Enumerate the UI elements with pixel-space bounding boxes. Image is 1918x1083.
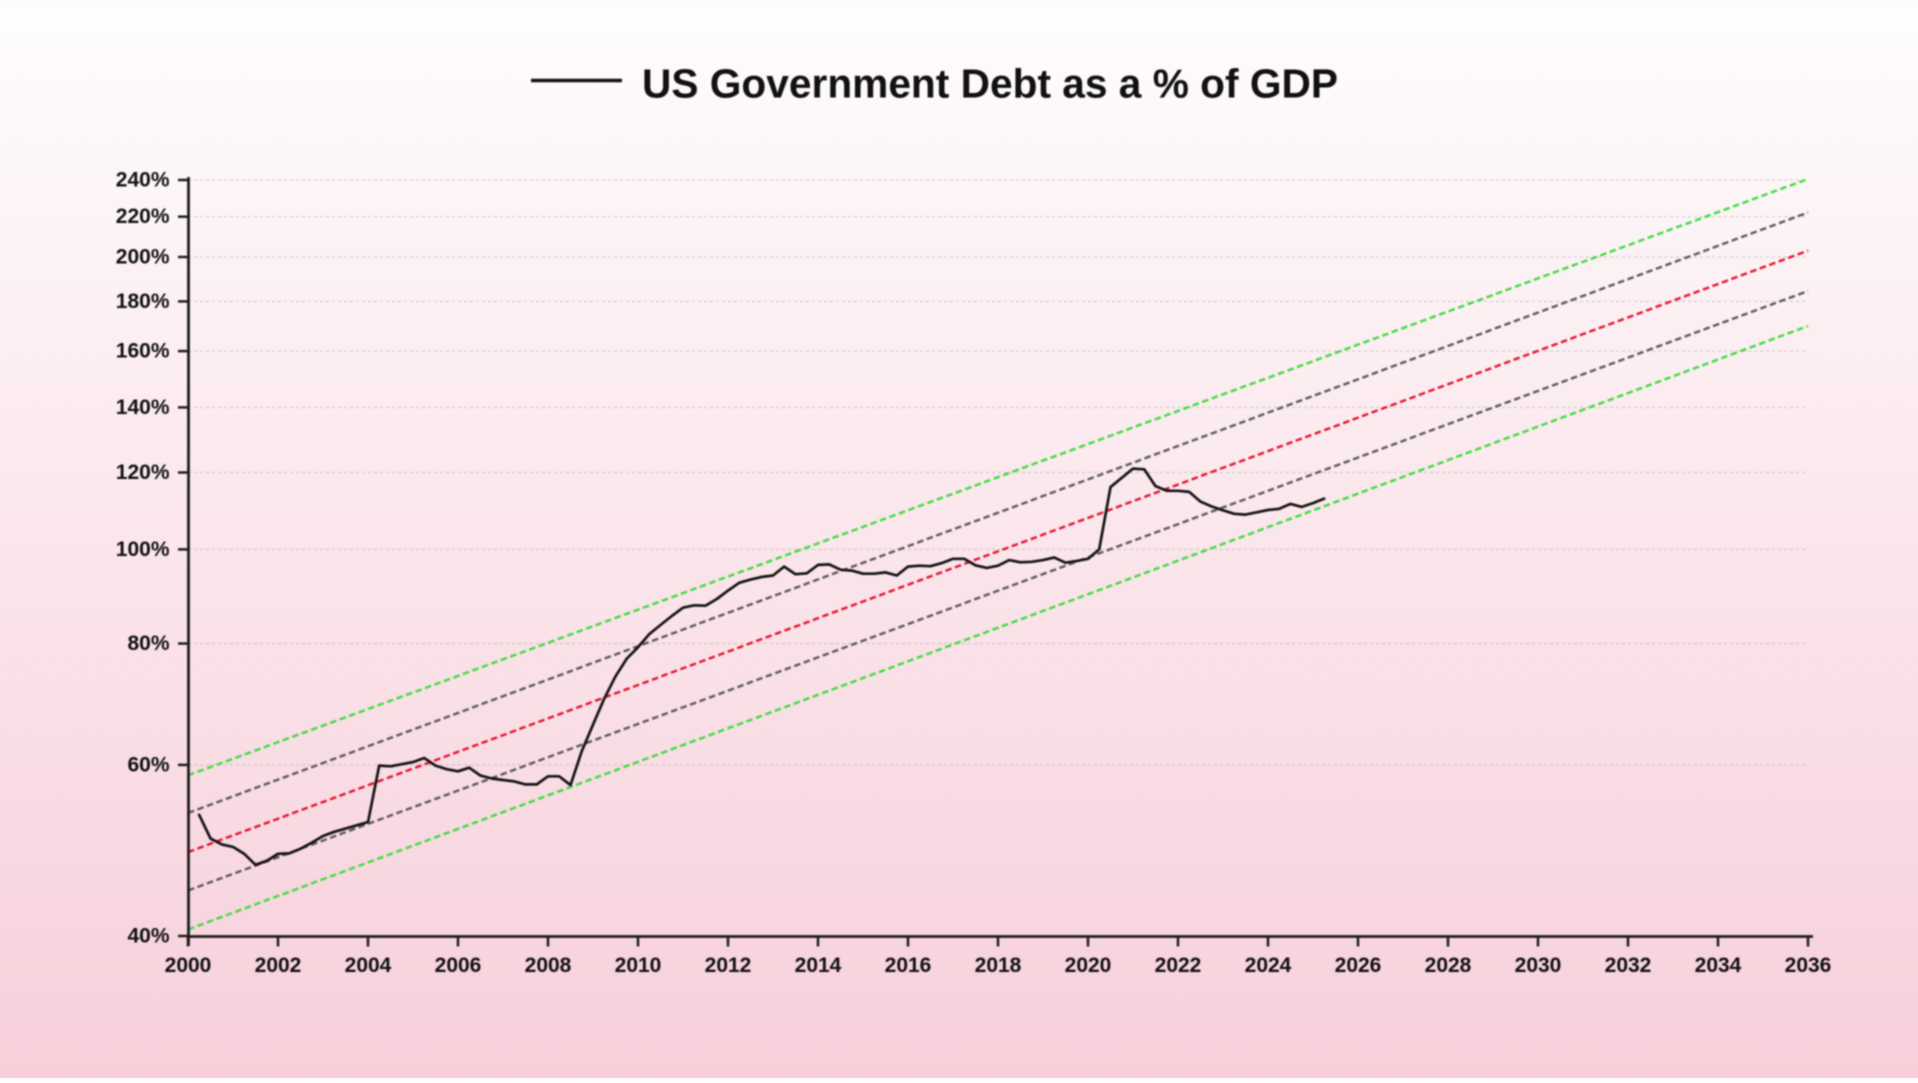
svg-text:2036: 2036 (1785, 954, 1832, 977)
svg-text:2030: 2030 (1515, 954, 1562, 977)
svg-text:120%: 120% (116, 461, 170, 484)
svg-text:2032: 2032 (1605, 954, 1652, 977)
svg-text:US Government Debt as a % of G: US Government Debt as a % of GDP (642, 61, 1338, 107)
svg-text:100%: 100% (116, 538, 170, 561)
svg-text:2014: 2014 (795, 954, 842, 977)
svg-text:2020: 2020 (1065, 954, 1112, 977)
svg-text:2016: 2016 (885, 954, 932, 977)
svg-text:2002: 2002 (255, 954, 302, 977)
svg-text:40%: 40% (127, 925, 169, 948)
svg-text:2000: 2000 (165, 954, 212, 977)
svg-text:2004: 2004 (345, 954, 392, 977)
svg-text:2012: 2012 (705, 954, 752, 977)
svg-text:200%: 200% (116, 246, 170, 269)
svg-text:2018: 2018 (975, 954, 1022, 977)
svg-text:140%: 140% (116, 396, 170, 419)
svg-text:180%: 180% (116, 290, 170, 313)
svg-text:2008: 2008 (525, 954, 572, 977)
svg-text:220%: 220% (116, 205, 170, 228)
svg-text:2028: 2028 (1425, 954, 1472, 977)
svg-text:2010: 2010 (615, 954, 662, 977)
svg-text:2024: 2024 (1245, 954, 1292, 977)
svg-text:80%: 80% (127, 632, 169, 655)
svg-text:60%: 60% (127, 753, 169, 776)
svg-text:160%: 160% (116, 340, 170, 363)
svg-text:2022: 2022 (1155, 954, 1202, 977)
svg-text:240%: 240% (116, 169, 170, 192)
svg-text:2006: 2006 (435, 954, 482, 977)
svg-text:2034: 2034 (1695, 954, 1742, 977)
svg-text:2026: 2026 (1335, 954, 1382, 977)
